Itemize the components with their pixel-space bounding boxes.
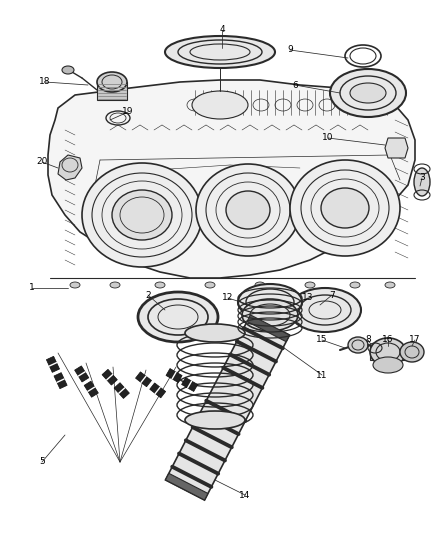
Ellipse shape: [112, 190, 172, 240]
Polygon shape: [54, 373, 67, 389]
Text: 20: 20: [36, 157, 48, 166]
Polygon shape: [370, 345, 406, 360]
Polygon shape: [114, 383, 129, 399]
Polygon shape: [58, 155, 82, 180]
Text: 3: 3: [419, 174, 425, 182]
Ellipse shape: [350, 282, 360, 288]
Ellipse shape: [348, 337, 368, 353]
Text: 19: 19: [122, 108, 134, 117]
Polygon shape: [166, 473, 208, 500]
Text: 12: 12: [223, 294, 234, 303]
Polygon shape: [150, 383, 166, 398]
Ellipse shape: [185, 324, 245, 342]
Ellipse shape: [400, 342, 424, 362]
Polygon shape: [48, 80, 415, 278]
Text: 18: 18: [39, 77, 51, 86]
Ellipse shape: [70, 282, 80, 288]
Text: 16: 16: [382, 335, 394, 344]
Polygon shape: [182, 377, 198, 391]
Polygon shape: [46, 356, 60, 373]
Text: 5: 5: [39, 457, 45, 466]
Polygon shape: [166, 315, 290, 500]
Polygon shape: [247, 315, 290, 342]
Polygon shape: [135, 372, 152, 387]
Ellipse shape: [238, 284, 302, 320]
Ellipse shape: [350, 83, 386, 103]
Ellipse shape: [414, 168, 430, 196]
Text: 14: 14: [239, 490, 251, 499]
Ellipse shape: [155, 282, 165, 288]
Ellipse shape: [290, 160, 400, 256]
Text: 10: 10: [322, 133, 334, 142]
Ellipse shape: [370, 338, 406, 366]
Ellipse shape: [226, 191, 270, 229]
Text: 11: 11: [316, 370, 328, 379]
Polygon shape: [385, 138, 408, 158]
Polygon shape: [74, 366, 89, 382]
Polygon shape: [102, 369, 117, 385]
Text: 15: 15: [316, 335, 328, 344]
Ellipse shape: [321, 188, 369, 228]
Text: 4: 4: [219, 26, 225, 35]
Ellipse shape: [289, 288, 361, 332]
Polygon shape: [166, 368, 182, 383]
Ellipse shape: [185, 411, 245, 429]
Ellipse shape: [242, 299, 298, 331]
Ellipse shape: [110, 282, 120, 288]
Text: 7: 7: [329, 290, 335, 300]
Polygon shape: [97, 82, 127, 100]
Text: 9: 9: [287, 45, 293, 54]
Ellipse shape: [97, 72, 127, 92]
Ellipse shape: [255, 282, 265, 288]
Text: 2: 2: [145, 290, 151, 300]
Ellipse shape: [373, 357, 403, 373]
Ellipse shape: [196, 164, 300, 256]
Ellipse shape: [192, 91, 248, 119]
Ellipse shape: [165, 36, 275, 68]
Ellipse shape: [305, 282, 315, 288]
Text: 17: 17: [409, 335, 421, 344]
Polygon shape: [84, 381, 99, 397]
Text: 8: 8: [365, 335, 371, 344]
Ellipse shape: [138, 292, 218, 342]
Ellipse shape: [82, 163, 202, 267]
Text: 13: 13: [302, 294, 314, 303]
Ellipse shape: [205, 282, 215, 288]
Ellipse shape: [385, 282, 395, 288]
Text: 6: 6: [292, 80, 298, 90]
Text: 1: 1: [29, 284, 35, 293]
Ellipse shape: [330, 69, 406, 117]
Ellipse shape: [62, 66, 74, 74]
